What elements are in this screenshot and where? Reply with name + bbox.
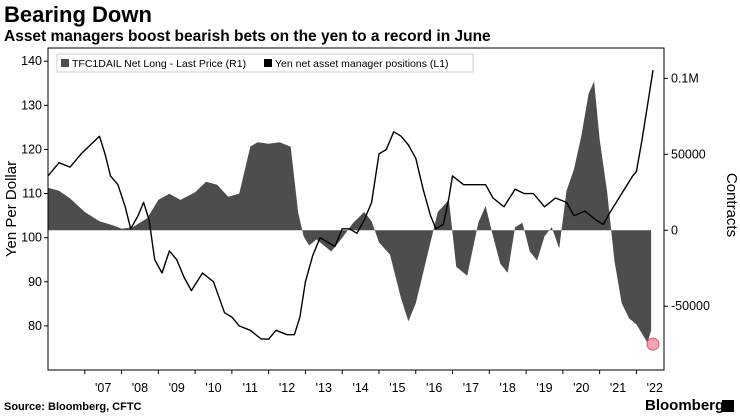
x-axis-tick-label: '15 xyxy=(389,381,405,395)
x-axis-tick-label: '19 xyxy=(536,381,552,395)
right-axis-tick-label: 0 xyxy=(671,223,678,237)
left-axis-tick-label: 80 xyxy=(28,319,42,333)
line-series-usdjpy xyxy=(47,69,654,340)
x-axis-tick-label: '14 xyxy=(352,381,368,395)
legend-label-line: Yen net asset manager positions (L1) xyxy=(275,58,449,70)
right-axis-tick-label: -50000 xyxy=(671,299,710,313)
source-note: Source: Bloomberg, CFTC xyxy=(4,401,142,413)
x-axis-tick-label: '20 xyxy=(573,381,589,395)
x-axis-tick-label: '09 xyxy=(169,381,185,395)
legend-swatch-line xyxy=(264,59,272,67)
x-axis-tick-label: '08 xyxy=(132,381,148,395)
legend: TFC1DAIL Net Long - Last Price (R1) Yen … xyxy=(56,53,474,73)
left-axis-tick-label: 120 xyxy=(21,142,42,156)
right-axis-label: Contracts xyxy=(723,173,740,237)
x-axis-tick-label: '07 xyxy=(95,381,111,395)
x-axis-tick-label: '17 xyxy=(463,381,479,395)
area-series-net-positions xyxy=(48,81,652,343)
bloomberg-logo-mark xyxy=(722,400,734,412)
x-axis-tick-label: '22 xyxy=(647,381,663,395)
left-axis-tick-label: 130 xyxy=(21,98,42,112)
x-axis-tick-label: '12 xyxy=(279,381,295,395)
right-axis-tick-label: 50000 xyxy=(671,147,706,161)
x-axis-tick-label: '21 xyxy=(610,381,626,395)
left-axis-tick-label: 110 xyxy=(22,187,42,201)
left-axis-label: Yen Per Dollar xyxy=(3,161,20,257)
plot-frame xyxy=(47,47,665,371)
x-axis-tick-label: '13 xyxy=(316,381,332,395)
legend-label-area: TFC1DAIL Net Long - Last Price (R1) xyxy=(72,58,246,70)
legend-swatch-area xyxy=(61,59,69,67)
x-axis-tick-label: '16 xyxy=(426,381,442,395)
x-axis-tick-label: '18 xyxy=(500,381,516,395)
x-axis-tick-label: '11 xyxy=(243,381,258,395)
left-axis-tick-label: 100 xyxy=(21,231,42,245)
right-axis-tick-label: 0.1M xyxy=(671,71,699,85)
bloomberg-logo: Bloomberg xyxy=(645,397,725,414)
chart-title: Bearing Down xyxy=(4,2,152,27)
record-low-marker xyxy=(646,337,660,351)
chart-subtitle: Asset managers boost bearish bets on the… xyxy=(4,28,491,45)
x-axis-tick-label: '10 xyxy=(205,381,221,395)
left-axis-tick-label: 90 xyxy=(28,275,42,289)
left-axis-tick-label: 140 xyxy=(21,54,42,68)
